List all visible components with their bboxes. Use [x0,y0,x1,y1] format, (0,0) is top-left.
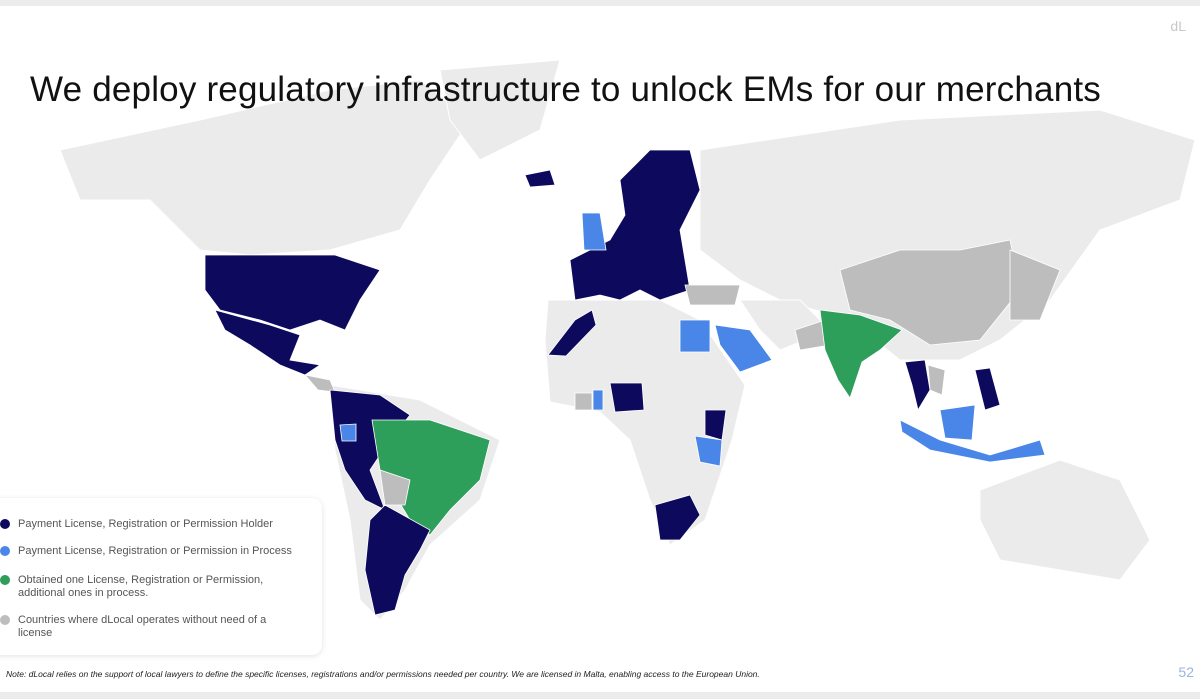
legend: Payment License, Registration or Permiss… [0,498,322,655]
country-region [569,149,701,301]
country-region [714,324,773,373]
bottom-bar [0,692,1200,699]
country-region [679,319,711,353]
logo: dL [1170,18,1186,34]
country-region [609,382,645,413]
legend-label: Payment License, Registration or Permiss… [18,518,273,530]
country-region [303,374,336,393]
country-region [684,284,741,306]
country-region [339,423,357,442]
country-region [1009,249,1061,321]
legend-item: Payment License, Registration or Permiss… [0,518,293,531]
legend-swatch [0,519,10,529]
footnote: Note: dLocal relies on the support of lo… [6,669,760,679]
country-region [547,309,597,357]
country-region [654,494,701,541]
top-bar [0,0,1200,6]
country-region [581,212,607,251]
country-region [592,389,604,411]
legend-item: Countries where dLocal operates without … [0,614,293,640]
legend-item: Payment License, Registration or Permiss… [0,545,293,558]
country-region [694,435,723,467]
legend-item: Obtained one License, Registration or Pe… [0,574,293,600]
country-region [927,364,946,396]
legend-swatch [0,615,10,625]
country-region [524,169,556,188]
legend-label: Countries where dLocal operates without … [18,614,267,639]
country-region [974,367,1001,411]
legend-label: Payment License, Registration or Permiss… [18,545,292,557]
country-region [204,254,381,331]
legend-swatch [0,546,10,556]
legend-swatch [0,575,10,585]
country-region [574,392,593,411]
country-region [379,469,411,506]
country-region [899,419,1046,463]
country-region [819,309,903,399]
slide-title: We deploy regulatory infrastructure to u… [30,70,1101,109]
country-region [364,504,431,616]
country-region [214,309,322,376]
page-number: 52 [1178,664,1194,680]
country-region [839,239,1021,346]
country-region [939,404,976,441]
country-region [904,359,931,412]
country-region [704,409,727,441]
legend-label: Obtained one License, Registration or Pe… [18,574,264,599]
country-regions [204,149,1061,616]
